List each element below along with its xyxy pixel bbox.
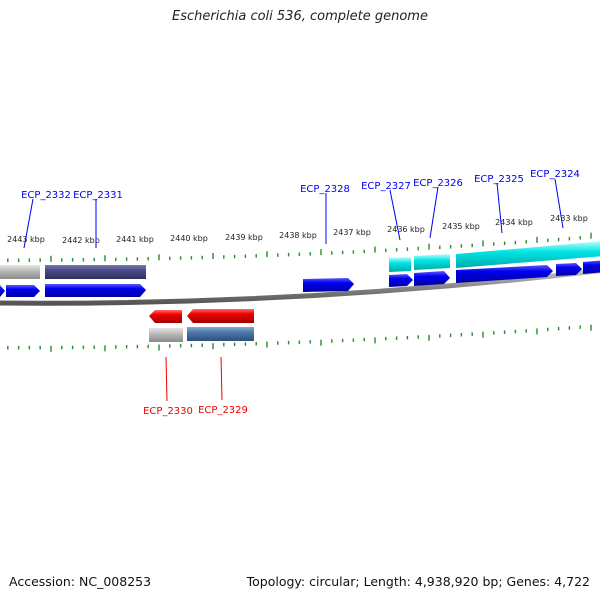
gene-arrow bbox=[583, 260, 600, 274]
reverse-gene-arrows bbox=[149, 309, 254, 323]
gene-arrow bbox=[0, 285, 5, 297]
gene-arrow bbox=[6, 285, 40, 297]
gene-arrow bbox=[303, 278, 354, 292]
upper-cds-row bbox=[0, 241, 600, 279]
gene-label-ecp-2330[interactable]: ECP_2330 bbox=[143, 406, 193, 417]
cds-block bbox=[414, 254, 450, 270]
kbp-label: 2437 kbp bbox=[333, 228, 371, 237]
cds-block bbox=[389, 257, 411, 272]
gene-arrow bbox=[414, 271, 450, 286]
kbp-label: 2438 kbp bbox=[279, 231, 317, 240]
gene-label-ecp-2328[interactable]: ECP_2328 bbox=[300, 184, 350, 195]
gene-arrow bbox=[456, 265, 553, 283]
gene-label-ecp-2332[interactable]: ECP_2332 bbox=[21, 190, 71, 201]
gene-arrow bbox=[556, 263, 582, 276]
genome-summary-text: Topology: circular; Length: 4,938,920 bp… bbox=[246, 574, 590, 589]
kbp-label: 2441 kbp bbox=[116, 235, 154, 244]
cds-block bbox=[456, 241, 600, 268]
gene-arrow bbox=[45, 284, 146, 297]
accession-text: Accession: NC_008253 bbox=[9, 574, 152, 589]
kbp-label: 2435 kbp bbox=[442, 222, 480, 231]
kbp-label: 2436 kbp bbox=[387, 225, 425, 234]
gene-label-ecp-2326[interactable]: ECP_2326 bbox=[413, 178, 463, 189]
cds-block bbox=[0, 265, 40, 279]
gene-arrow bbox=[187, 309, 254, 323]
gene-arrow bbox=[149, 310, 182, 323]
kbp-label: 2440 kbp bbox=[170, 234, 208, 243]
gene-label-ecp-2329[interactable]: ECP_2329 bbox=[198, 405, 248, 416]
kbp-label: 2433 kbp bbox=[550, 214, 588, 223]
forward-gene-arrows bbox=[0, 260, 600, 297]
gene-label-ecp-2327[interactable]: ECP_2327 bbox=[361, 181, 411, 192]
genome-backbone bbox=[0, 268, 600, 306]
cds-block bbox=[187, 327, 254, 341]
lower-cds-row bbox=[149, 327, 254, 342]
lower-tick-ruler bbox=[7, 324, 592, 352]
page-title: Escherichia coli 536, complete genome bbox=[172, 9, 428, 24]
reverse-gene-labels: ECP_2330 ECP_2329 bbox=[143, 405, 248, 417]
kbp-label: 2434 kbp bbox=[495, 218, 533, 227]
forward-gene-leaders bbox=[23, 178, 564, 249]
kbp-label: 2439 kbp bbox=[225, 233, 263, 242]
reverse-gene-leaders bbox=[165, 356, 223, 402]
gene-label-ecp-2325[interactable]: ECP_2325 bbox=[474, 174, 524, 185]
upper-tick-ruler bbox=[7, 232, 592, 262]
gene-arrow bbox=[389, 274, 413, 287]
forward-gene-labels: ECP_2332 ECP_2331 ECP_2328 ECP_2327 ECP_… bbox=[21, 169, 580, 201]
cds-block bbox=[45, 265, 146, 279]
cds-block bbox=[149, 328, 183, 342]
gene-label-ecp-2324[interactable]: ECP_2324 bbox=[530, 169, 580, 180]
gene-label-ecp-2331[interactable]: ECP_2331 bbox=[73, 190, 123, 201]
kbp-label: 2442 kbp bbox=[62, 236, 100, 245]
